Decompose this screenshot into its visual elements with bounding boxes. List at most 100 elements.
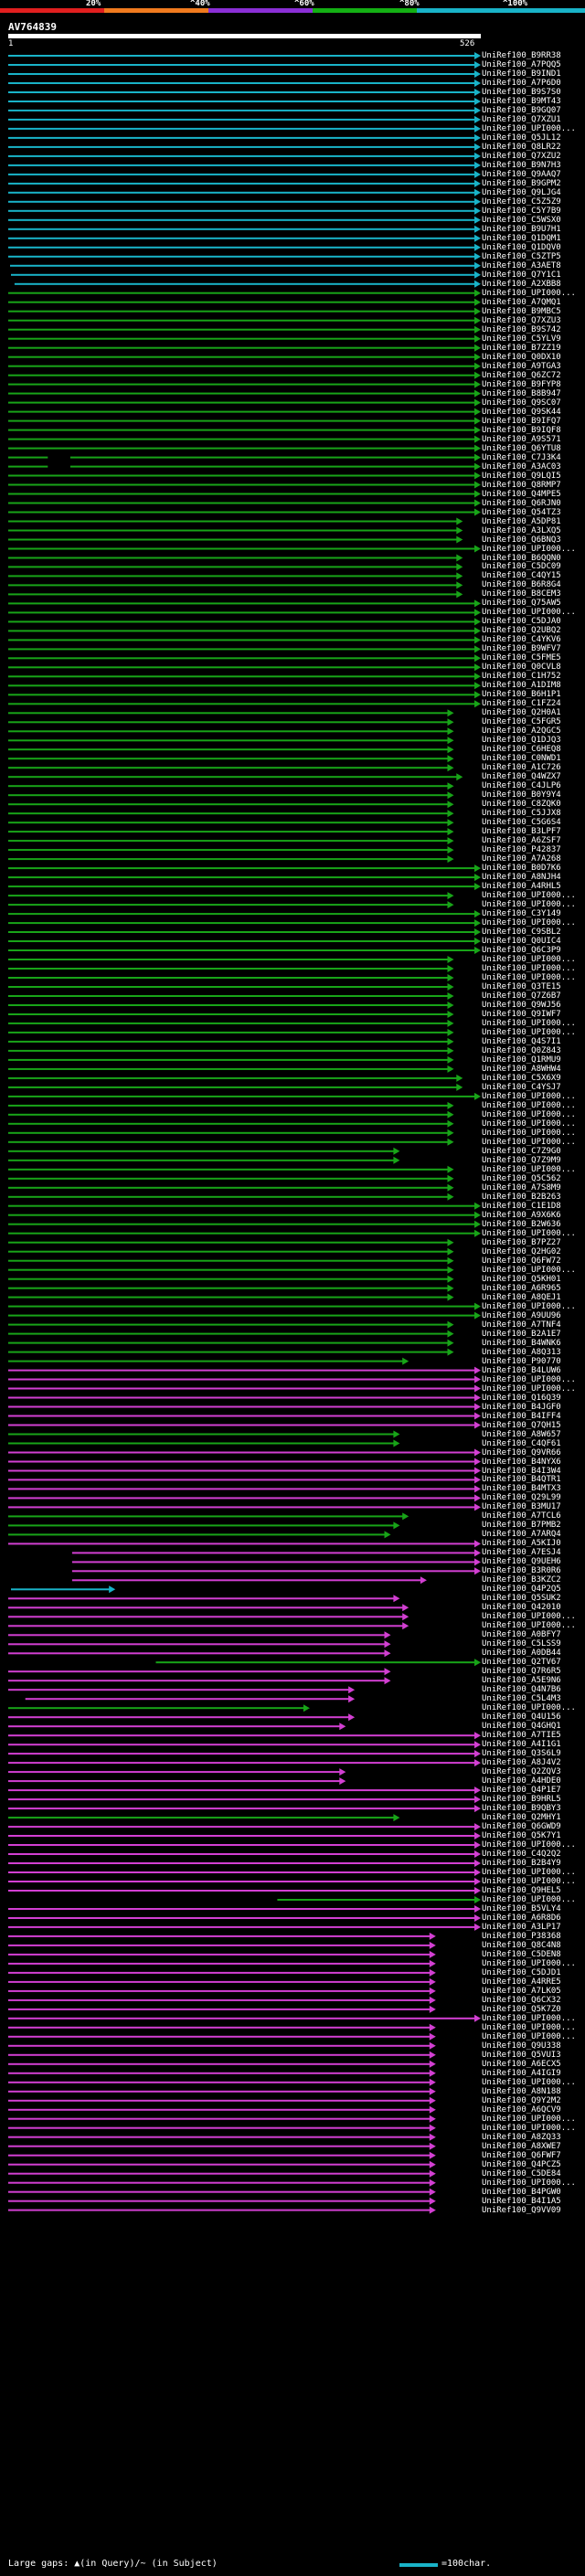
hit-bar[interactable] [8, 429, 475, 431]
hit-label[interactable]: UniRef100_A8W657 [482, 1429, 561, 1439]
hit-label[interactable]: UniRef100_C9SBL2 [482, 928, 561, 937]
hit-label[interactable]: UniRef100_B9U7H1 [482, 224, 561, 234]
hit-bar[interactable] [8, 2117, 431, 2120]
hit-bar[interactable] [8, 822, 449, 824]
hit-bar[interactable] [8, 1150, 395, 1152]
hit-bar[interactable] [8, 164, 475, 166]
hit-bar[interactable] [8, 2062, 431, 2065]
hit-bar[interactable] [8, 2136, 431, 2138]
hit-bar[interactable] [8, 1177, 449, 1180]
hit-bar[interactable] [8, 1415, 475, 1417]
hit-label[interactable]: UniRef100_Q5SUK2 [482, 1594, 561, 1604]
hit-bar[interactable] [8, 1817, 395, 1819]
hit-bar[interactable] [8, 392, 475, 395]
hit-label[interactable]: UniRef100_B2B4Y9 [482, 1859, 561, 1868]
hit-bar[interactable] [8, 758, 449, 760]
hit-bar[interactable] [8, 145, 475, 148]
hit-label[interactable]: UniRef100_B7ZZ19 [482, 343, 561, 353]
hit-label[interactable]: UniRef100_B5VLY4 [482, 1904, 561, 1913]
hit-label[interactable]: UniRef100_B8B947 [482, 388, 561, 398]
hit-label[interactable]: UniRef100_Q9LQI5 [482, 471, 561, 481]
hit-bar[interactable] [8, 1360, 404, 1362]
hit-bar[interactable] [8, 1214, 475, 1216]
hit-bar[interactable] [8, 739, 449, 742]
hit-label[interactable]: UniRef100_B9GQ07 [482, 105, 561, 115]
hit-label[interactable]: UniRef100_A0DB44 [482, 1648, 561, 1659]
hit-bar[interactable] [8, 502, 475, 504]
hit-label[interactable]: UniRef100_C4JLP6 [482, 781, 561, 791]
hit-label[interactable]: UniRef100_Q7Y1C1 [482, 270, 561, 280]
hit-bar[interactable] [71, 1570, 476, 1573]
hit-label[interactable]: UniRef100_A9UU96 [482, 1310, 561, 1320]
hit-label[interactable]: UniRef100_C3Y149 [482, 909, 561, 919]
hit-bar[interactable] [8, 538, 458, 541]
hit-bar[interactable] [8, 803, 449, 806]
hit-label[interactable]: UniRef100_B9FYP8 [482, 379, 561, 389]
hit-label[interactable]: UniRef100_P38368 [482, 1931, 561, 1941]
hit-bar[interactable] [8, 483, 475, 486]
hit-bar[interactable] [8, 639, 475, 641]
hit-label[interactable]: UniRef100_Q6BNQ3 [482, 535, 561, 545]
hit-label[interactable]: UniRef100_B9HRL5 [482, 1795, 561, 1805]
hit-label[interactable]: UniRef100_C1E1D8 [482, 1201, 561, 1211]
hit-label[interactable]: UniRef100_Q4N7B6 [482, 1685, 561, 1695]
hit-label[interactable]: UniRef100_UPI000... [482, 1018, 576, 1028]
hit-label[interactable]: UniRef100_C5ZTP5 [482, 251, 561, 261]
hit-bar[interactable] [8, 1405, 475, 1408]
hit-label[interactable]: UniRef100_Q4GHQ1 [482, 1722, 561, 1732]
hit-label[interactable]: UniRef100_Q42010 [482, 1603, 561, 1613]
hit-label[interactable]: UniRef100_A8ZQ33 [482, 2132, 561, 2142]
hit-bar[interactable] [8, 2035, 431, 2038]
hit-label[interactable]: UniRef100_Q2UBQ2 [482, 626, 561, 636]
hit-label[interactable]: UniRef100_Q16Q39 [482, 1393, 561, 1403]
hit-bar[interactable] [8, 2099, 431, 2102]
hit-label[interactable]: UniRef100_A9S571 [482, 434, 561, 444]
hit-bar[interactable] [8, 1734, 475, 1737]
hit-label[interactable]: UniRef100_UPI000... [482, 1877, 576, 1886]
hit-bar[interactable] [8, 1040, 449, 1043]
hit-bar[interactable] [10, 264, 475, 267]
hit-bar[interactable] [8, 474, 475, 477]
hit-label[interactable]: UniRef100_Q9Y2M2 [482, 2095, 561, 2105]
hit-label[interactable]: UniRef100_C5DJA0 [482, 617, 561, 627]
hit-label[interactable]: UniRef100_UPI000... [482, 1265, 576, 1275]
hit-label[interactable]: UniRef100_UPI000... [482, 2123, 576, 2133]
hit-bar[interactable] [8, 1332, 449, 1335]
hit-bar[interactable] [8, 557, 458, 559]
hit-bar[interactable] [8, 374, 475, 376]
hit-bar[interactable] [8, 1871, 475, 1873]
hit-label[interactable]: UniRef100_Q5JL12 [482, 133, 561, 143]
hit-label[interactable]: UniRef100_UPI000... [482, 1228, 576, 1238]
hit-label[interactable]: UniRef100_C7Z9G0 [482, 1146, 561, 1156]
hit-bar[interactable] [8, 218, 475, 221]
hit-bar[interactable] [8, 1195, 449, 1198]
hit-bar[interactable] [8, 191, 475, 194]
hit-bar[interactable] [8, 1004, 449, 1006]
hit-label[interactable]: UniRef100_Q9LJG4 [482, 187, 561, 197]
hit-bar[interactable] [8, 2145, 431, 2147]
hit-label[interactable]: UniRef100_C5LSS9 [482, 1639, 561, 1649]
hit-bar[interactable] [8, 1844, 475, 1846]
hit-label[interactable]: UniRef100_Q0CVL8 [482, 663, 561, 673]
hit-bar[interactable] [8, 1378, 475, 1381]
hit-bar[interactable] [8, 1835, 475, 1837]
hit-bar[interactable] [8, 931, 475, 933]
hit-label[interactable]: UniRef100_A4RRE5 [482, 1977, 561, 1987]
hit-label[interactable]: UniRef100_C4YKV6 [482, 635, 561, 645]
hit-label[interactable]: UniRef100_Q75AW5 [482, 599, 561, 609]
hit-label[interactable]: UniRef100_UPI000... [482, 1383, 576, 1394]
hit-label[interactable]: UniRef100_Q2H0A1 [482, 708, 561, 718]
hit-label[interactable]: UniRef100_UPI000... [482, 288, 576, 298]
hit-bar[interactable] [8, 1652, 386, 1655]
hit-label[interactable]: UniRef100_Q6YTU8 [482, 443, 561, 453]
hit-bar[interactable] [71, 1579, 421, 1582]
hit-label[interactable]: UniRef100_A9TGA3 [482, 361, 561, 371]
hit-bar[interactable] [8, 493, 475, 495]
hit-label[interactable]: UniRef100_UPI000... [482, 891, 576, 901]
hit-bar[interactable] [8, 1341, 449, 1344]
hit-label[interactable]: UniRef100_B2W636 [482, 1219, 561, 1229]
hit-bar[interactable] [8, 1460, 475, 1463]
hit-bar[interactable] [8, 1890, 475, 1892]
hit-label[interactable]: UniRef100_P42837 [482, 845, 561, 855]
hit-label[interactable]: UniRef100_UPI000... [482, 1027, 576, 1037]
